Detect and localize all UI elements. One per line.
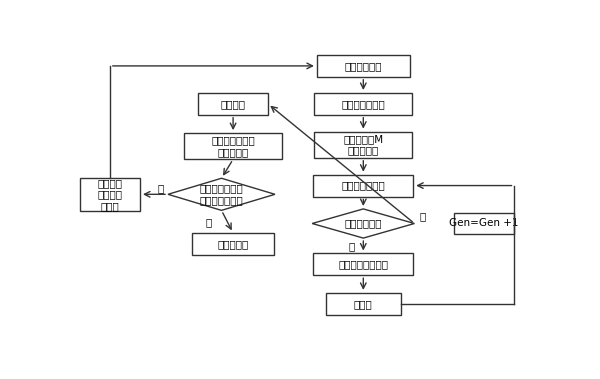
Bar bbox=[313, 254, 413, 275]
Bar bbox=[326, 293, 401, 315]
Bar bbox=[317, 55, 410, 77]
Text: 新种群: 新种群 bbox=[354, 299, 373, 309]
Text: 支持向量机模型: 支持向量机模型 bbox=[341, 99, 385, 109]
Text: 输出结果: 输出结果 bbox=[221, 99, 245, 109]
Text: 最优化参数: 最优化参数 bbox=[217, 239, 249, 249]
Text: Gen=Gen +1: Gen=Gen +1 bbox=[449, 219, 519, 229]
Text: 是: 是 bbox=[419, 211, 425, 221]
Bar bbox=[454, 213, 514, 235]
Bar bbox=[198, 93, 268, 115]
Text: 是: 是 bbox=[206, 217, 212, 227]
Bar bbox=[80, 177, 140, 211]
Bar bbox=[193, 233, 274, 255]
Text: 否: 否 bbox=[349, 241, 355, 251]
Text: 实验与算法适应
值对比判断终止: 实验与算法适应 值对比判断终止 bbox=[200, 183, 244, 205]
Text: 终止条件判断: 终止条件判断 bbox=[344, 219, 382, 229]
Text: 实验数据样本: 实验数据样本 bbox=[344, 61, 382, 71]
Text: 根据算法结果进
行模拟实验: 根据算法结果进 行模拟实验 bbox=[211, 135, 255, 157]
Polygon shape bbox=[312, 209, 415, 238]
Text: 实验结果
加入样本
训练集: 实验结果 加入样本 训练集 bbox=[97, 178, 122, 211]
Text: 计算个体适应值: 计算个体适应值 bbox=[341, 180, 385, 191]
Polygon shape bbox=[168, 178, 275, 210]
Bar bbox=[313, 175, 413, 196]
Text: 生成大小为M
的初始种群: 生成大小为M 的初始种群 bbox=[343, 134, 383, 155]
Bar bbox=[314, 93, 412, 115]
Text: 否: 否 bbox=[157, 183, 163, 193]
Bar bbox=[184, 133, 282, 159]
Bar bbox=[314, 132, 412, 158]
Text: 选择、交叉、变异: 选择、交叉、变异 bbox=[338, 259, 388, 269]
